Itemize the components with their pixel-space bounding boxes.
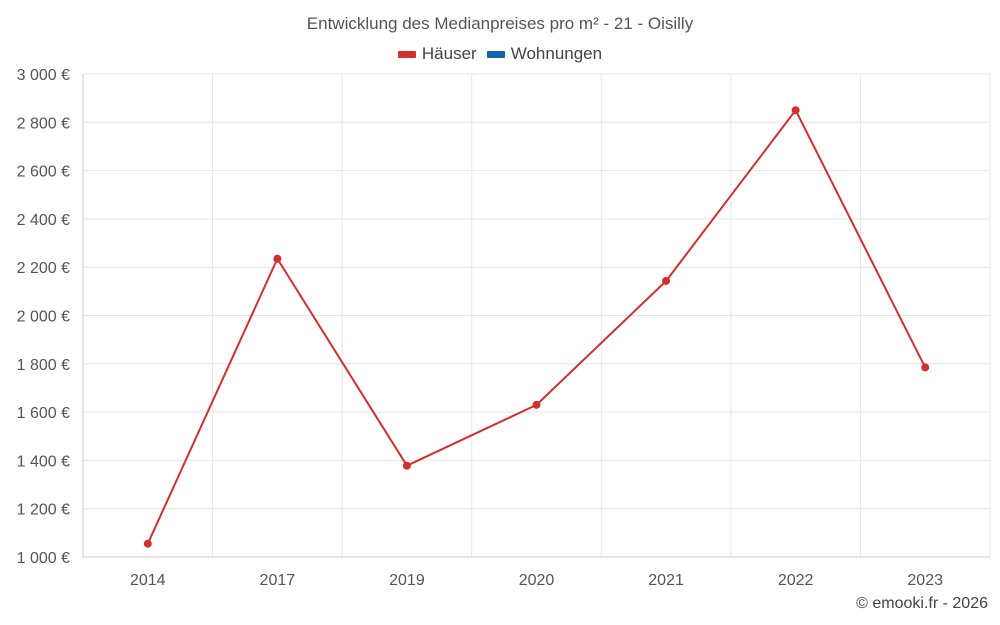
legend-item-wohnungen[interactable]: Wohnungen [486,44,603,64]
legend-swatch-haeuser [397,50,416,58]
axes [82,74,990,558]
grid-y [83,73,990,510]
legend-swatch-wohnungen [486,50,505,58]
data-point[interactable] [273,254,282,263]
y-tick-label: 1 000 € [17,550,70,567]
chart-title: Entwicklung des Medianpreises pro m² - 2… [306,14,694,33]
y-tick-label: 2 000 € [17,309,70,326]
data-point[interactable] [662,276,671,285]
x-axis-labels: 2014 2017 2019 2020 2021 2022 2023 [130,572,943,589]
y-axis-labels: 1 000 € 1 200 € 1 400 € 1 600 € 1 800 € 2 000… [17,67,70,567]
legend: Häuser Wohnungen [0,44,1000,64]
data-point[interactable] [402,461,411,470]
x-tick-label: 2021 [648,572,684,589]
data-point[interactable] [532,400,541,409]
y-tick-label: 2 200 € [17,260,70,277]
x-tick-label: 2020 [519,572,555,589]
y-tick-label: 2 800 € [17,115,70,132]
legend-label-haeuser: Häuser [421,44,477,63]
data-point[interactable] [791,106,800,115]
series-line-0 [146,109,927,545]
y-tick-label: 2 400 € [17,212,70,229]
y-tick-label: 2 600 € [17,164,70,181]
data-point[interactable] [921,363,930,372]
legend-label-wohnungen: Wohnungen [510,44,603,63]
y-tick-label: 1 400 € [17,453,70,470]
x-tick-label: 2019 [389,572,425,589]
x-tick-label: 2022 [778,572,814,589]
y-tick-label: 3 000 € [17,67,70,84]
x-tick-label: 2023 [907,572,943,589]
x-tick-label: 2017 [260,572,296,589]
legend-item-haeuser[interactable]: Häuser [397,44,477,64]
y-tick-label: 1 800 € [17,357,70,374]
data-point[interactable] [143,539,152,548]
y-tick-label: 1 200 € [17,502,70,519]
credit-text: © emooki.fr - 2026 [856,595,988,612]
series-layer [143,106,930,548]
x-tick-label: 2014 [130,572,166,589]
y-tick-label: 1 600 € [17,405,70,422]
